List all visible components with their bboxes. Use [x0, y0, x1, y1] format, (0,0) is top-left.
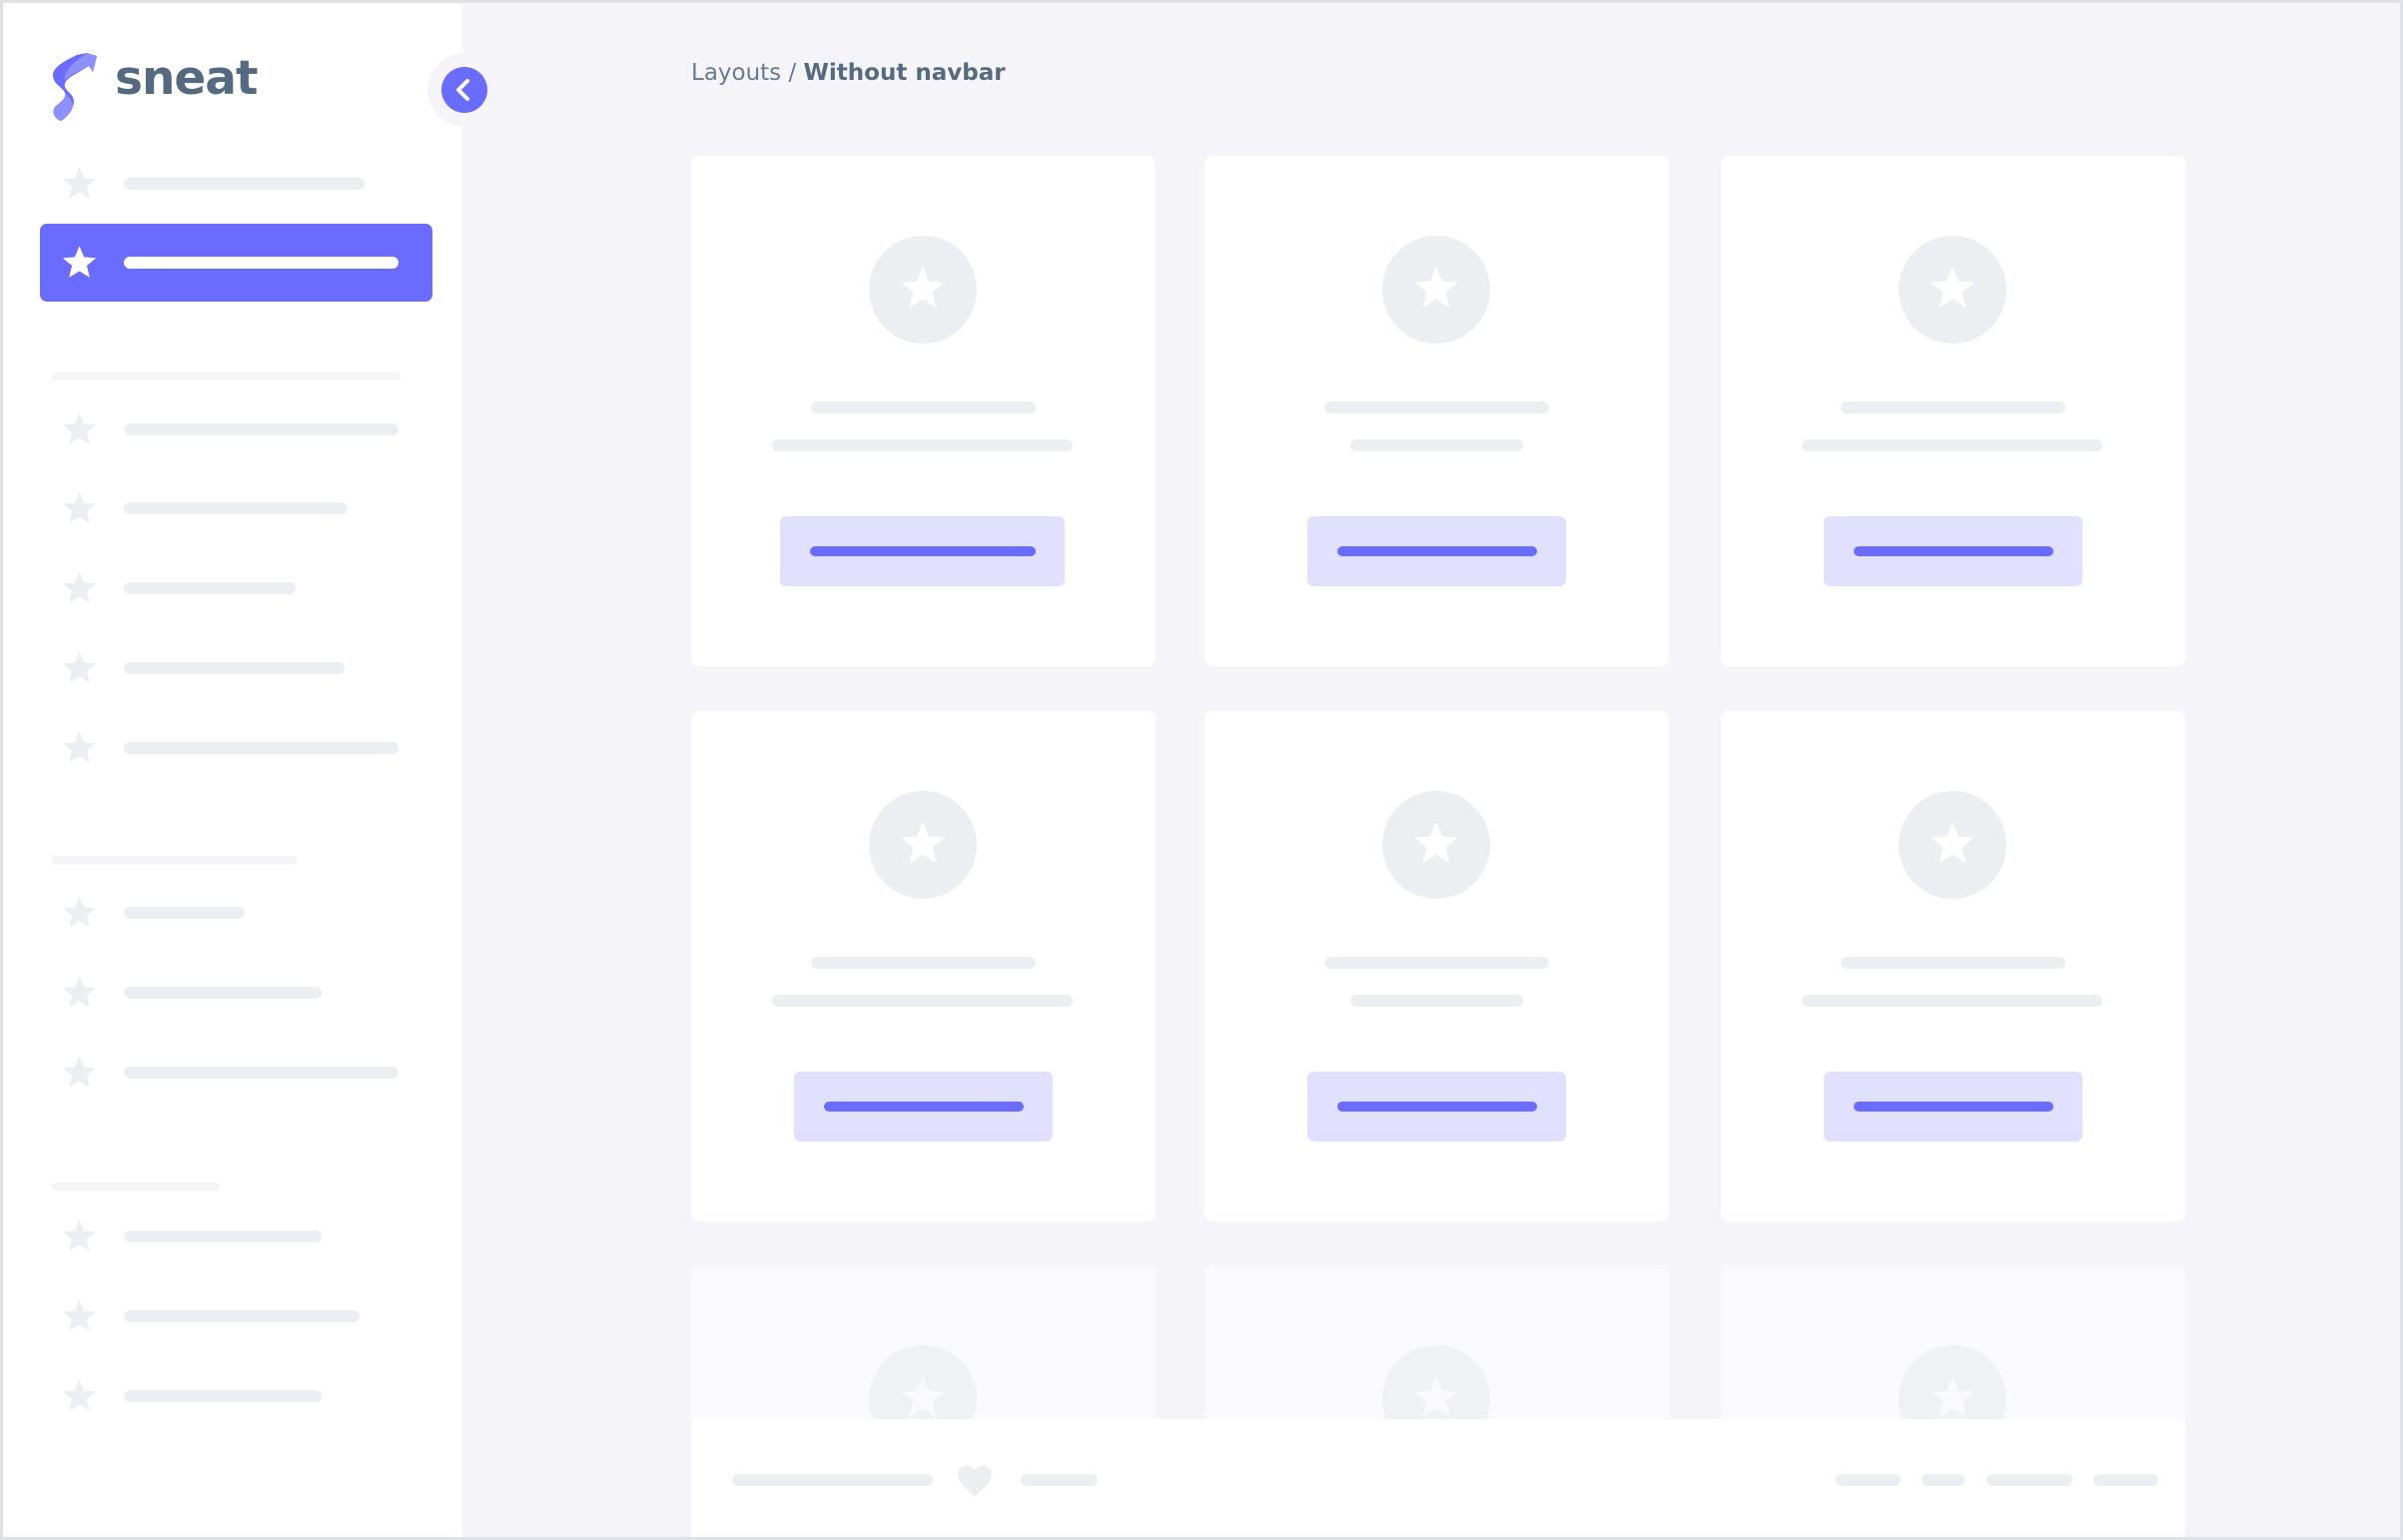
card-button-label-placeholder	[824, 1102, 1024, 1112]
card-avatar	[1899, 791, 2006, 899]
card-button[interactable]	[1824, 1072, 2082, 1142]
star-icon	[1929, 1373, 1977, 1421]
star-icon	[61, 894, 98, 931]
sidebar-item-label-placeholder	[124, 742, 399, 754]
star-icon	[61, 569, 98, 606]
card	[1204, 156, 1669, 666]
footer-link-placeholder[interactable]	[1922, 1474, 1965, 1486]
breadcrumb: Layouts / Without navbar	[691, 60, 1006, 86]
card	[1721, 156, 2185, 666]
card-title-placeholder	[811, 957, 1036, 969]
card-button-label-placeholder	[1337, 1102, 1537, 1112]
card-title-placeholder	[1841, 401, 2065, 413]
card-text-placeholder	[1350, 439, 1523, 451]
card-text-placeholder	[1802, 995, 2102, 1007]
sidebar: sneat	[3, 3, 501, 1537]
card-avatar	[1382, 791, 1490, 899]
sidebar-item-label-placeholder	[124, 987, 322, 999]
footer-link-placeholder[interactable]	[1836, 1474, 1901, 1486]
footer	[691, 1419, 2185, 1537]
card-button[interactable]	[1307, 1072, 1566, 1142]
collapse-sidebar-button[interactable]	[441, 67, 487, 113]
sidebar-item-label-placeholder	[124, 1390, 322, 1402]
star-icon	[61, 974, 98, 1011]
card-title-placeholder	[1841, 957, 2065, 969]
card-text-placeholder	[1802, 439, 2102, 451]
card-button[interactable]	[1307, 516, 1566, 586]
sidebar-item-label-placeholder	[124, 502, 348, 514]
footer-link-placeholder[interactable]	[2093, 1474, 2158, 1486]
card	[1204, 711, 1669, 1221]
card-button-label-placeholder	[1854, 546, 2053, 556]
footer-text-placeholder	[1021, 1474, 1098, 1486]
sneat-logo-icon	[53, 53, 97, 121]
card	[691, 156, 1156, 666]
card-button[interactable]	[780, 516, 1065, 586]
star-icon	[61, 649, 98, 686]
star-icon	[61, 489, 98, 526]
logo-text: sneat	[115, 51, 258, 106]
card	[1721, 711, 2185, 1221]
star-icon	[1929, 819, 1977, 867]
chevron-left-icon	[456, 79, 469, 101]
heart-icon	[958, 1465, 992, 1497]
card-text-placeholder	[1350, 995, 1523, 1007]
star-icon	[899, 264, 947, 312]
card-avatar	[869, 791, 977, 899]
star-icon	[61, 244, 98, 281]
star-icon	[1412, 264, 1460, 312]
section-header-placeholder	[52, 373, 400, 381]
card-title-placeholder	[811, 401, 1036, 413]
card-button-label-placeholder	[1854, 1102, 2053, 1112]
card-avatar	[1899, 236, 2006, 344]
breadcrumb-current: Without navbar	[803, 60, 1006, 86]
sidebar-item-label-placeholder	[124, 1230, 322, 1242]
section-header-placeholder	[52, 1182, 220, 1190]
sidebar-item-label-placeholder	[124, 178, 365, 190]
sidebar-item-label-placeholder	[124, 907, 245, 919]
card-avatar	[869, 236, 977, 344]
sidebar-item-label-placeholder	[124, 423, 399, 435]
star-icon	[1412, 1373, 1460, 1421]
section-header-placeholder	[52, 856, 298, 864]
card-text-placeholder	[772, 439, 1073, 451]
breadcrumb-parent[interactable]: Layouts	[691, 60, 782, 86]
star-icon	[61, 1377, 98, 1414]
star-icon	[1412, 819, 1460, 867]
star-icon	[61, 1054, 98, 1091]
footer-text-placeholder	[732, 1474, 933, 1486]
card-button-label-placeholder	[1337, 546, 1537, 556]
star-icon	[61, 729, 98, 766]
star-icon	[61, 1297, 98, 1334]
card-button-label-placeholder	[810, 546, 1036, 556]
star-icon	[1929, 264, 1977, 312]
card-text-placeholder	[772, 995, 1073, 1007]
sidebar-item-label-placeholder	[124, 1310, 360, 1322]
star-icon	[61, 410, 98, 447]
card-button[interactable]	[794, 1072, 1053, 1142]
star-icon	[899, 819, 947, 867]
star-icon	[61, 165, 98, 202]
sidebar-item-label-placeholder	[124, 257, 399, 269]
card-title-placeholder	[1324, 401, 1549, 413]
sidebar-item-label-placeholder	[124, 582, 296, 594]
card-avatar	[1382, 236, 1490, 344]
card-button[interactable]	[1824, 516, 2082, 586]
footer-link-placeholder[interactable]	[1987, 1474, 2072, 1486]
card-title-placeholder	[1324, 957, 1549, 969]
breadcrumb-separator: /	[781, 60, 804, 86]
sidebar-item-label-placeholder	[124, 1067, 399, 1079]
sidebar-item-label-placeholder	[124, 662, 345, 674]
star-icon	[899, 1373, 947, 1421]
star-icon	[61, 1217, 98, 1254]
card	[691, 711, 1156, 1221]
